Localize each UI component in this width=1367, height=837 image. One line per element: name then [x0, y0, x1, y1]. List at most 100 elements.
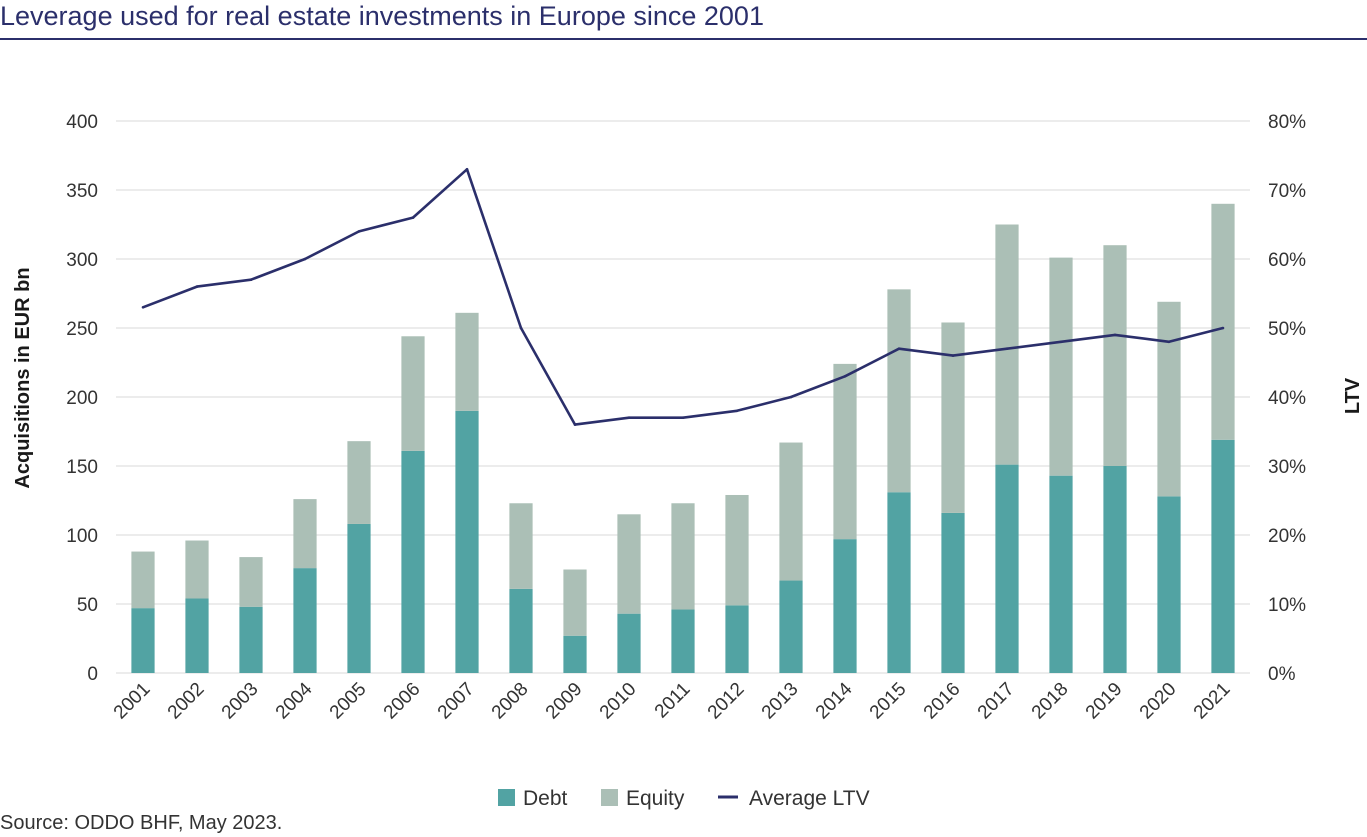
bar-equity-2004 — [293, 499, 317, 569]
bar-equity-2002 — [185, 540, 209, 599]
right-y-tick-label: 60% — [1268, 250, 1306, 271]
x-tick-label: 2010 — [596, 679, 641, 724]
y-tick-label: 350 — [66, 181, 98, 202]
ltv-point-2018 — [1059, 340, 1063, 344]
bar-equity-2001 — [131, 551, 155, 609]
bar-debt-2003 — [239, 606, 263, 673]
ltv-point-2009 — [573, 423, 577, 426]
right-y-tick-label: 0% — [1268, 664, 1296, 685]
x-tick-label: 2018 — [1028, 679, 1073, 724]
source-note: Source: ODDO BHF, May 2023. — [0, 812, 283, 834]
ltv-point-2017 — [1005, 347, 1009, 351]
ltv-point-2004 — [303, 257, 307, 261]
x-tick-label: 2001 — [110, 679, 155, 724]
bar-equity-2021 — [1211, 203, 1235, 440]
bar-equity-2005 — [347, 441, 371, 524]
right-y-axis-ticks: 0% 10% 20% 30% 40% 50% 60% 70% 80% — [1268, 112, 1306, 685]
x-tick-label: 2005 — [326, 679, 371, 724]
legend-label-equity: Equity — [626, 787, 685, 810]
ltv-point-2002 — [195, 285, 199, 288]
x-tick-label: 2013 — [758, 679, 803, 724]
bar-debt-2001 — [131, 608, 155, 673]
x-tick-label: 2008 — [488, 679, 533, 724]
bar-debt-2002 — [185, 598, 209, 673]
right-y-tick-label: 50% — [1268, 319, 1306, 340]
x-tick-label: 2009 — [542, 679, 587, 724]
ltv-point-2011 — [681, 416, 685, 420]
ltv-point-2005 — [357, 230, 361, 233]
bar-debt-2012 — [725, 605, 749, 673]
ltv-point-2014 — [843, 375, 847, 378]
title-divider — [0, 38, 1367, 40]
chart-title: Leverage used for real estate investment… — [0, 1, 764, 31]
bar-equity-2016 — [941, 322, 965, 513]
y-tick-label: 200 — [66, 388, 98, 409]
x-tick-label: 2011 — [651, 679, 695, 723]
right-y-tick-label: 70% — [1268, 181, 1306, 202]
bar-equity-2018 — [1049, 257, 1073, 476]
x-tick-label: 2021 — [1190, 679, 1235, 724]
bar-equity-2009 — [563, 569, 587, 636]
bar-debt-2019 — [1103, 466, 1127, 673]
bar-debt-2017 — [995, 464, 1019, 673]
bar-debt-2005 — [347, 523, 371, 673]
y-tick-label: 100 — [66, 526, 98, 547]
bar-debt-2011 — [671, 609, 695, 673]
bar-debt-2015 — [887, 492, 911, 673]
x-tick-label: 2012 — [704, 679, 749, 724]
ltv-point-2006 — [411, 216, 415, 219]
bar-equity-2010 — [617, 514, 641, 614]
ltv-point-2001 — [141, 306, 145, 309]
x-tick-label: 2003 — [218, 679, 263, 724]
bar-equity-2015 — [887, 289, 911, 493]
legend-label-debt: Debt — [523, 787, 568, 810]
legend: Debt Equity Average LTV — [498, 787, 870, 810]
bar-debt-2007 — [455, 410, 479, 673]
ltv-point-2015 — [897, 347, 901, 351]
ltv-point-2008 — [519, 326, 523, 330]
x-tick-label: 2007 — [434, 679, 479, 724]
bars — [131, 203, 1235, 673]
bar-equity-2013 — [779, 442, 803, 581]
x-tick-label: 2014 — [812, 678, 857, 723]
bar-equity-2020 — [1157, 301, 1181, 497]
bar-debt-2014 — [833, 539, 857, 673]
bar-debt-2013 — [779, 580, 803, 673]
bar-equity-2017 — [995, 224, 1019, 465]
x-tick-label: 2017 — [974, 679, 1019, 724]
bar-equity-2014 — [833, 363, 857, 540]
legend-swatch-equity — [601, 789, 618, 806]
left-y-axis-ticks: 0 50 100 150 200 250 300 350 400 — [66, 112, 98, 685]
ltv-point-2007 — [465, 168, 469, 171]
right-y-axis-title: LTV — [1342, 377, 1364, 414]
bar-equity-2019 — [1103, 245, 1127, 466]
x-tick-label: 2004 — [272, 678, 317, 723]
bar-equity-2006 — [401, 336, 425, 451]
right-y-tick-label: 10% — [1268, 595, 1306, 616]
bar-debt-2010 — [617, 613, 641, 673]
bar-debt-2008 — [509, 588, 533, 673]
y-axis-title: Acquisitions in EUR bn — [12, 267, 34, 488]
ltv-point-2003 — [249, 278, 253, 282]
bar-equity-2008 — [509, 503, 533, 589]
x-tick-label: 2020 — [1136, 679, 1181, 724]
bar-debt-2021 — [1211, 439, 1235, 673]
y-tick-label: 300 — [66, 250, 98, 271]
bar-equity-2003 — [239, 557, 263, 607]
ltv-line-layer — [141, 168, 1225, 426]
x-axis-ticks: 2001 2002 2003 2004 2005 2006 2007 2008 2009 2010… — [110, 678, 1235, 723]
legend-swatch-debt — [498, 789, 515, 806]
y-tick-label: 150 — [66, 457, 98, 478]
ltv-point-2021 — [1221, 326, 1225, 330]
right-y-tick-label: 20% — [1268, 526, 1306, 547]
y-tick-label: 250 — [66, 319, 98, 340]
legend-label-ltv: Average LTV — [749, 787, 870, 810]
x-tick-label: 2002 — [164, 679, 209, 724]
y-tick-label: 50 — [77, 595, 98, 616]
bar-equity-2011 — [671, 503, 695, 610]
y-tick-label: 0 — [87, 664, 98, 685]
bar-debt-2009 — [563, 635, 587, 673]
y-tick-label: 400 — [66, 112, 98, 133]
x-tick-label: 2015 — [866, 679, 911, 724]
right-y-tick-label: 80% — [1268, 112, 1306, 133]
